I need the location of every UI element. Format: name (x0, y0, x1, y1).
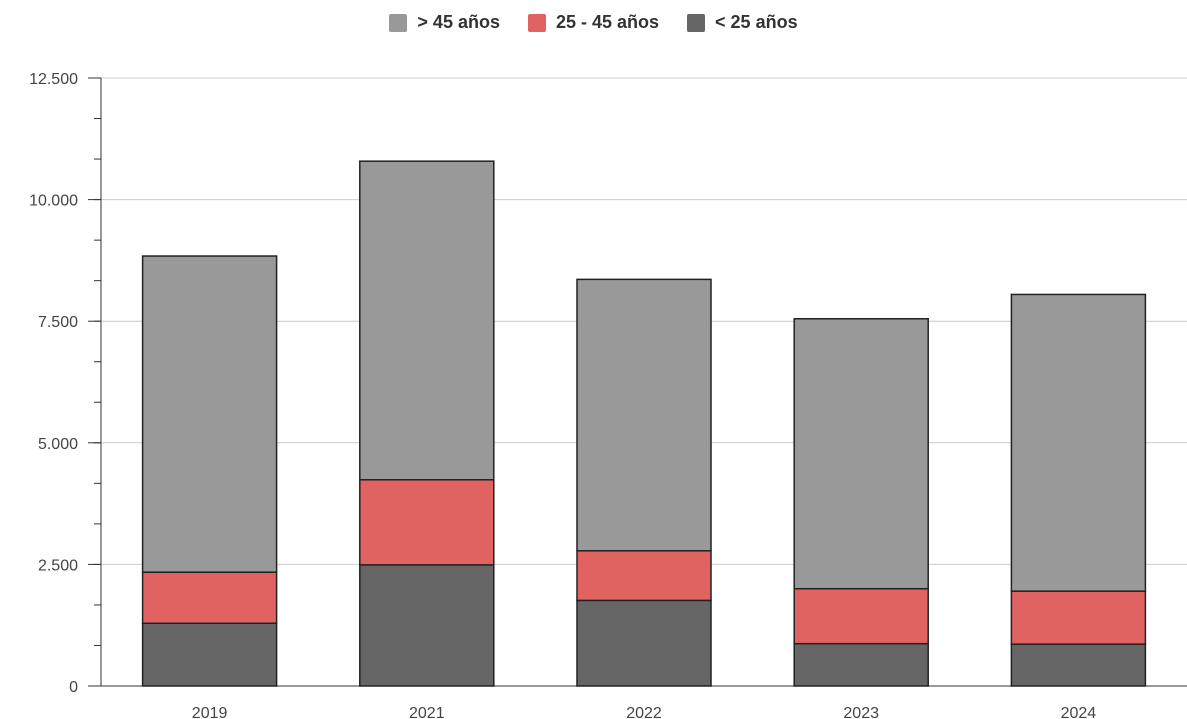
legend-swatch-under-25 (687, 13, 706, 32)
bar-segment (1010, 590, 1147, 645)
x-tick-label: 2023 (843, 705, 879, 719)
y-tick-label: 10.000 (29, 193, 78, 210)
legend-swatch-25-45 (527, 13, 546, 32)
bar-segment (576, 278, 712, 552)
y-tick-label: 2.500 (38, 557, 78, 574)
bar-segment (793, 587, 929, 645)
legend-swatch-over-45 (389, 13, 408, 32)
x-tick-label: 2024 (1061, 705, 1097, 719)
bar-segment (793, 318, 929, 590)
bar-segment (359, 160, 495, 481)
y-tick-label: 0 (69, 679, 78, 696)
legend-item-over-45[interactable]: > 45 años (389, 12, 500, 33)
bar-segment (576, 550, 712, 602)
bar-segment (359, 479, 495, 566)
bar-segment (141, 622, 278, 687)
bar-segment (141, 255, 278, 573)
x-tick-label: 2022 (626, 705, 662, 719)
legend-item-under-25[interactable]: < 25 años (687, 12, 798, 33)
legend-label-under-25: < 25 años (715, 12, 798, 32)
y-tick-label: 12.500 (29, 71, 78, 88)
bar-segment (576, 599, 712, 687)
bar-segment (1010, 293, 1147, 592)
y-tick-label: 7.500 (38, 314, 78, 331)
bar-segment (1010, 643, 1147, 687)
y-tick-label: 5.000 (38, 436, 78, 453)
bar-segment (141, 571, 278, 625)
bar-segment (359, 564, 495, 687)
legend-label-25-45: 25 - 45 años (555, 12, 660, 32)
legend-item-25-45[interactable]: 25 - 45 años (527, 12, 660, 33)
legend-label-over-45: > 45 años (417, 12, 500, 32)
x-tick-label: 2019 (192, 705, 228, 719)
x-tick-label: 2021 (409, 705, 445, 719)
chart-legend: > 45 años 25 - 45 años < 25 años (0, 12, 1187, 33)
bar-segment (793, 642, 929, 687)
